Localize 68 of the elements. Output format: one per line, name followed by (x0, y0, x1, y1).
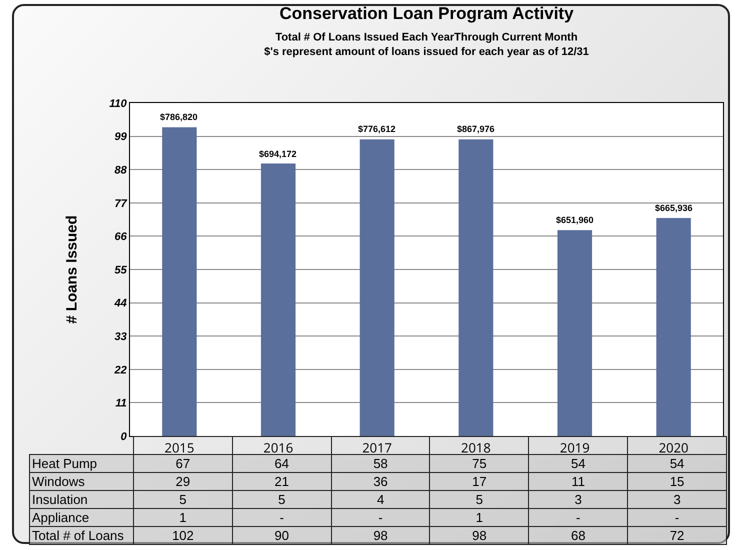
y-tick-label: 33 (114, 330, 127, 343)
chart-title: Conservation Loan Program Activity (279, 4, 574, 23)
text: - (331, 508, 430, 526)
y-tick-label: 88 (114, 164, 128, 176)
text: 67 (134, 454, 232, 472)
y-tick-label: 11 (115, 398, 127, 410)
y-axis-title: # Loans Issued (64, 215, 81, 324)
y-tick-label: 66 (114, 231, 128, 244)
text: 72 (628, 526, 726, 544)
text: Total # of Loans (30, 526, 134, 544)
bar (557, 230, 592, 436)
text: 21 (232, 472, 332, 490)
text: 5 (134, 490, 232, 508)
text: - (232, 508, 332, 526)
text: 3 (528, 490, 628, 508)
x-tick-label: 2018 (461, 438, 491, 457)
text: - (628, 508, 726, 526)
text: 98 (430, 526, 529, 544)
bar (162, 127, 197, 436)
text: Heat Pump (30, 454, 134, 472)
text: 29 (134, 472, 232, 490)
y-tick-label: 22 (114, 364, 127, 376)
text: 15 (628, 472, 726, 490)
text: 64 (232, 454, 332, 472)
text: 102 (134, 526, 232, 544)
x-tick-label: 2019 (560, 438, 590, 457)
annotation: $867,976 (457, 124, 495, 134)
annotation: $776,612 (358, 124, 396, 134)
annotation: $665,936 (655, 203, 693, 213)
x-tick-label: 2020 (658, 438, 688, 457)
text: 90 (232, 526, 332, 544)
text: $'s represent amount of loans issued for each year as of 12/31 (264, 46, 589, 58)
y-tick-label: 77 (114, 198, 128, 210)
text: Total # Of Loans Issued Each YearThrough Current Month (275, 32, 578, 44)
y-tick-label: 0 (120, 430, 128, 443)
text: Windows (30, 472, 134, 490)
text: 5 (232, 490, 332, 508)
text: 1 (430, 508, 529, 526)
annotation: $651,960 (556, 215, 594, 225)
bar (458, 139, 494, 436)
x-tick-label: 2016 (263, 438, 294, 457)
y-tick-label: 99 (114, 131, 128, 144)
text: 17 (430, 472, 529, 490)
y-tick-label: 110 (109, 98, 128, 110)
text: Appliance (30, 508, 134, 526)
text: 54 (528, 454, 628, 472)
y-tick-label: 55 (114, 264, 128, 276)
x-tick-label: 2017 (362, 438, 392, 457)
text: Insulation (30, 490, 134, 508)
text: 1 (134, 508, 232, 526)
bar (656, 218, 691, 436)
bar (360, 139, 394, 436)
annotation: $694,172 (259, 149, 297, 159)
text: 3 (628, 490, 726, 508)
text: 5 (430, 490, 529, 508)
text: 54 (628, 454, 726, 472)
text: 58 (331, 454, 430, 472)
bar (260, 164, 296, 436)
text: 4 (331, 490, 430, 508)
x-tick-label: 2015 (164, 438, 194, 457)
text: 75 (430, 454, 529, 472)
y-tick-label: 44 (114, 298, 127, 310)
text: 11 (528, 472, 628, 490)
text: 98 (331, 526, 430, 544)
text: - (528, 508, 628, 526)
text: 68 (528, 526, 628, 544)
text: 36 (331, 472, 430, 490)
annotation: $786,820 (160, 112, 198, 122)
